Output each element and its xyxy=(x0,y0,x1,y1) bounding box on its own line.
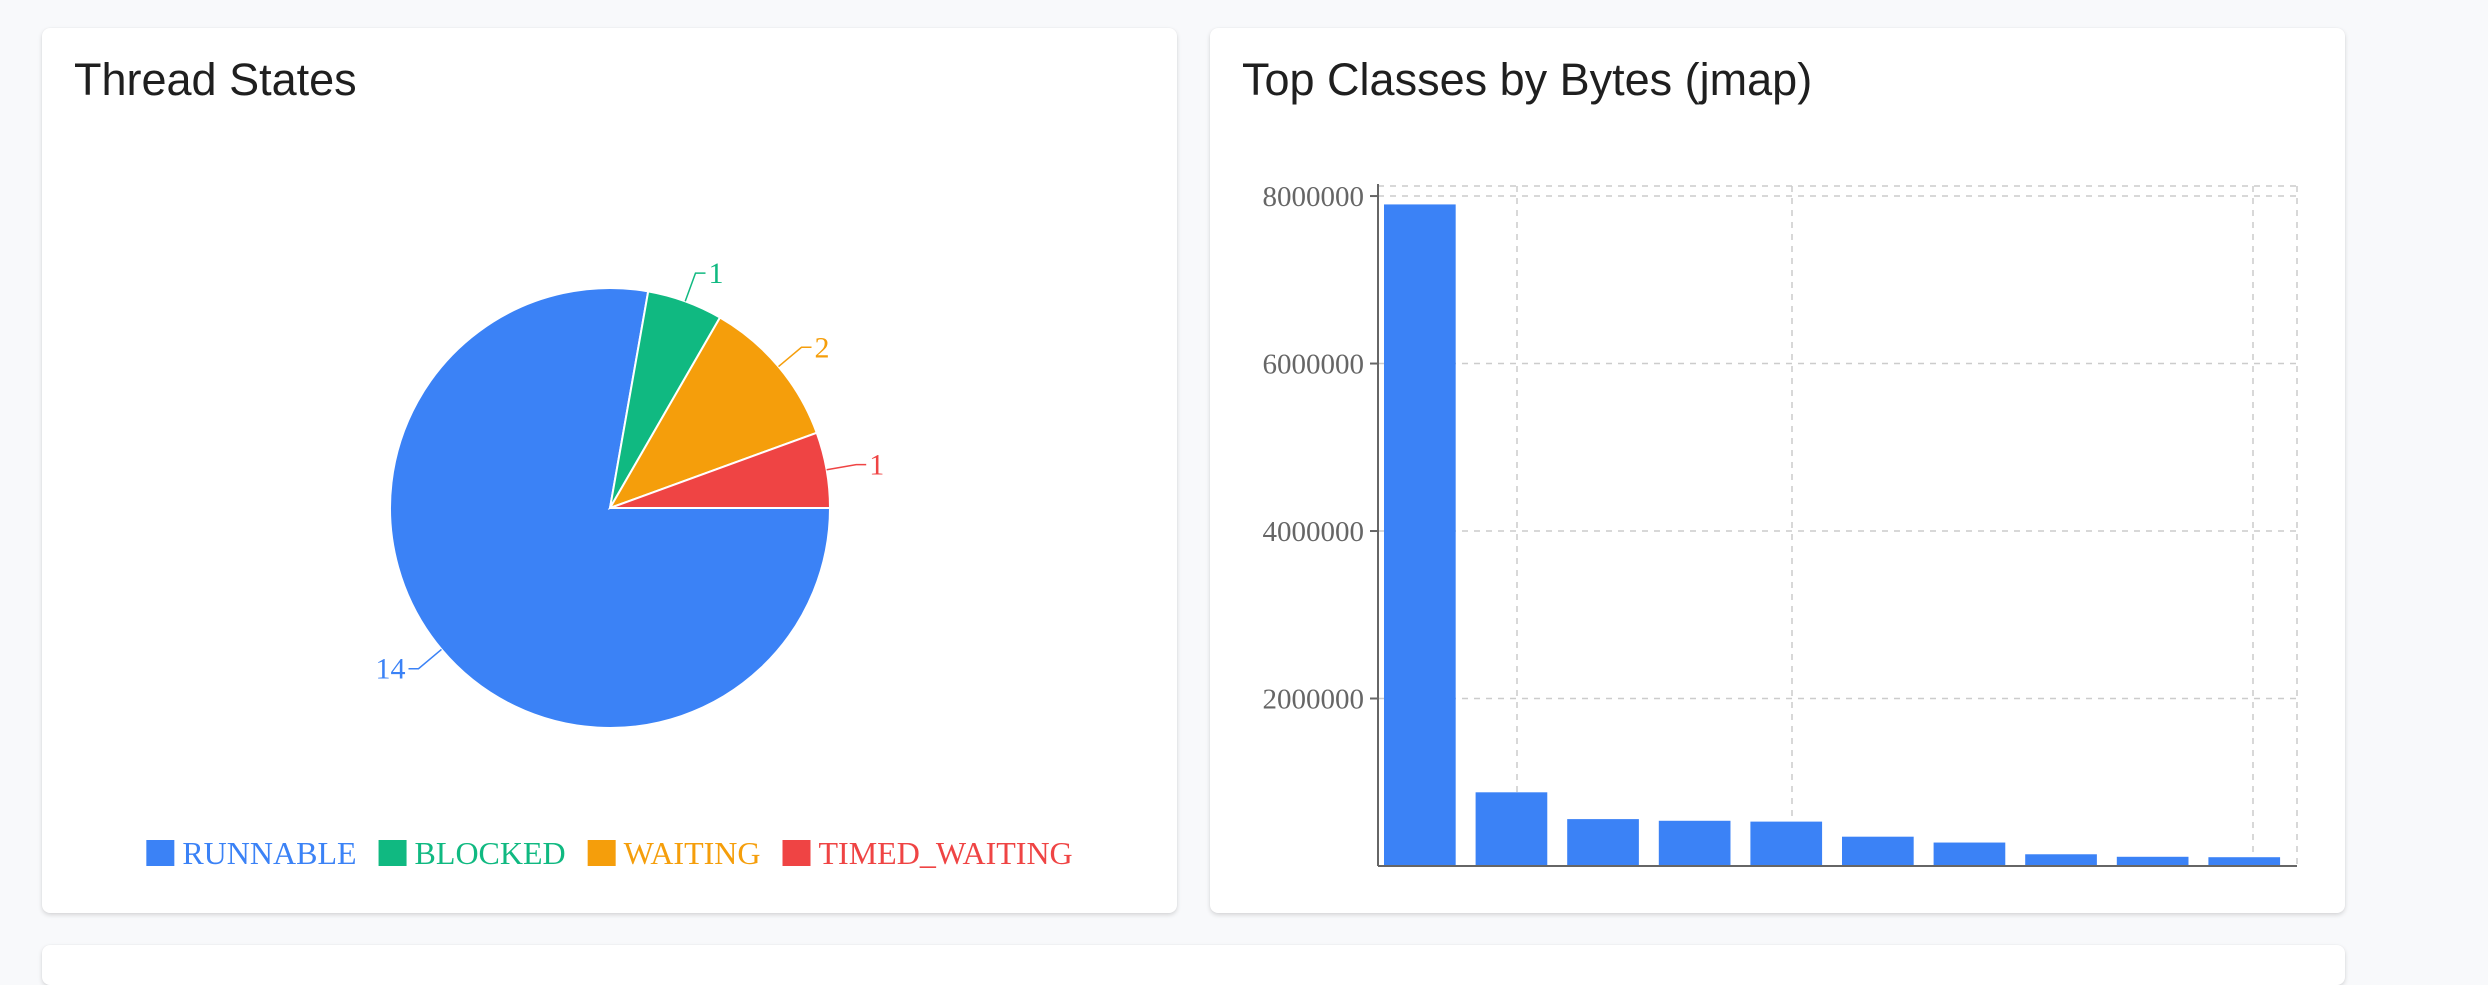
bar xyxy=(1567,819,1639,866)
legend-label: BLOCKED xyxy=(415,835,566,871)
legend-item-waiting: WAITING xyxy=(587,835,761,871)
top-classes-panel: Top Classes by Bytes (jmap) 2000000 40000… xyxy=(1210,28,2345,913)
legend-item-timed-waiting: TIMED_WAITING xyxy=(782,835,1073,871)
legend-label: RUNNABLE xyxy=(182,835,356,871)
y-tick-label: 4000000 xyxy=(1263,516,1365,548)
bar xyxy=(2208,857,2281,866)
top-classes-title: Top Classes by Bytes (jmap) xyxy=(1242,54,1813,105)
pie-slice-timed-waiting xyxy=(609,431,832,509)
y-tick-label: 6000000 xyxy=(1263,349,1365,381)
pie-data-label: 14 xyxy=(375,653,405,686)
legend-swatch xyxy=(146,840,175,866)
pie-label-line xyxy=(778,346,812,368)
thread-states-title: Thread States xyxy=(74,54,357,105)
pie-data-label: 1 xyxy=(869,449,884,482)
pie-label-line xyxy=(826,463,867,471)
bar xyxy=(2116,856,2189,866)
legend-swatch xyxy=(378,840,407,866)
next-panel xyxy=(42,945,2345,985)
legend-item-blocked: BLOCKED xyxy=(378,835,566,871)
bar xyxy=(1658,820,1731,866)
legend-label: TIMED_WAITING xyxy=(819,835,1073,871)
top-classes-bar-chart: 2000000 4000000 6000000 8000000 xyxy=(1263,181,2298,867)
bar xyxy=(1750,821,1823,866)
thread-states-panel: Thread States 14 1 2 1 RUNNABLE BLOCKED WAITIN… xyxy=(42,28,1177,913)
pie-data-label: 2 xyxy=(815,331,830,364)
legend-label: WAITING xyxy=(624,835,761,871)
bar xyxy=(1933,842,2006,866)
pie-slice-waiting xyxy=(607,316,819,510)
bar xyxy=(2025,854,2097,866)
y-tick-label: 2000000 xyxy=(1263,684,1365,716)
pie-label-line xyxy=(408,648,442,670)
bar xyxy=(1475,792,1548,866)
legend-swatch xyxy=(587,840,616,866)
bar xyxy=(1384,204,1456,866)
pie-data-label: 1 xyxy=(709,257,724,290)
legend-swatch xyxy=(782,840,811,866)
legend-item-runnable: RUNNABLE xyxy=(146,835,357,871)
bar xyxy=(1842,836,1914,866)
pie-label-line xyxy=(684,272,706,302)
y-tick-label: 8000000 xyxy=(1263,181,1365,213)
thread-states-pie-chart: 14 1 2 1 RUNNABLE BLOCKED WAITING TIMED_WAITING xyxy=(146,257,1073,871)
pie-legend: RUNNABLE BLOCKED WAITING TIMED_WAITING xyxy=(146,835,1073,871)
